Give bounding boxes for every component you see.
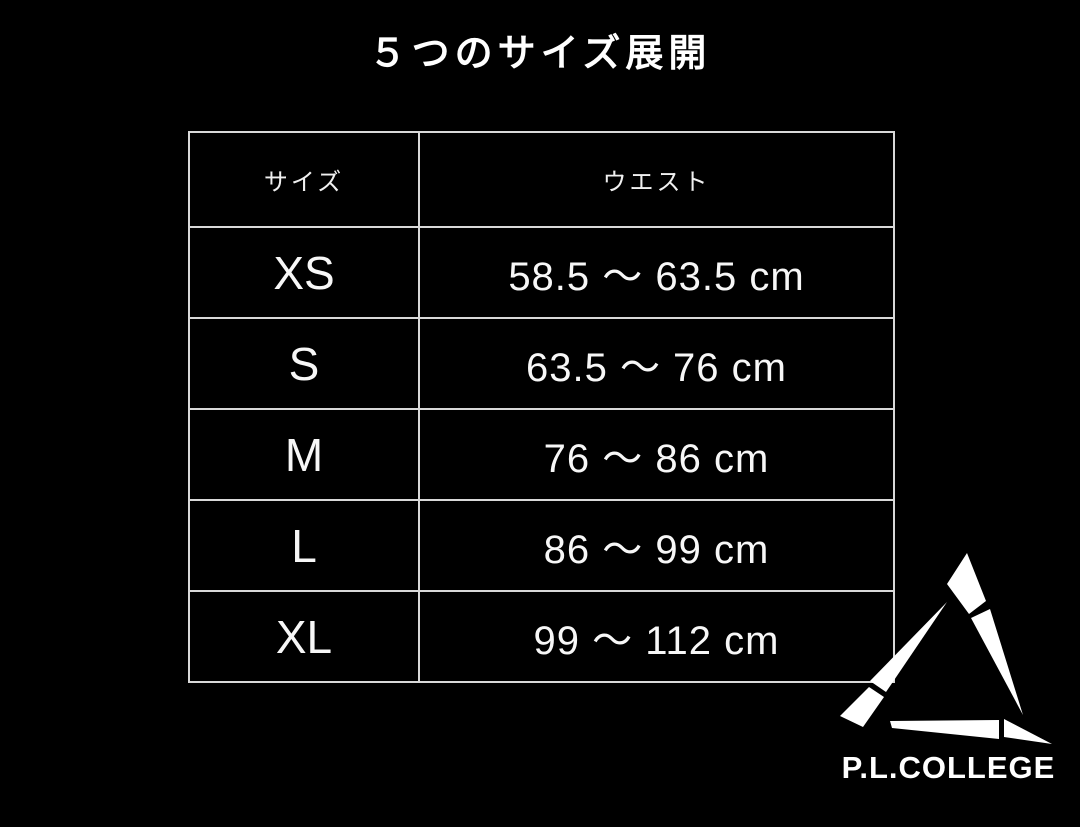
table-header-row: サイズ ウエスト xyxy=(188,131,895,228)
brand-logo-text: P.L.COLLEGE xyxy=(841,750,1056,785)
size-cell: M xyxy=(188,408,420,501)
page-title: ５つのサイズ展開 xyxy=(368,33,712,75)
waist-cell: 58.5 ～ 63.5 cm xyxy=(418,226,895,319)
table-row: XL 99 ～ 112 cm xyxy=(188,590,895,683)
table-row: M 76 ～ 86 cm xyxy=(188,408,895,501)
table-row: L 86 ～ 99 cm xyxy=(188,499,895,592)
brand-logo: P.L.COLLEGE xyxy=(833,540,1080,805)
size-cell: XL xyxy=(188,590,420,683)
size-column-header: サイズ xyxy=(188,131,420,228)
waist-cell: 76 ～ 86 cm xyxy=(418,408,895,501)
size-cell: L xyxy=(188,499,420,592)
size-cell: XS xyxy=(188,226,420,319)
size-cell: S xyxy=(188,317,420,410)
brush-triangle-logo-icon xyxy=(840,553,1052,744)
waist-column-header: ウエスト xyxy=(418,131,895,228)
waist-cell: 99 ～ 112 cm xyxy=(418,590,895,683)
size-chart-table: サイズ ウエスト XS 58.5 ～ 63.5 cm S 63.5 ～ 76 c… xyxy=(188,131,895,683)
waist-cell: 86 ～ 99 cm xyxy=(418,499,895,592)
waist-cell: 63.5 ～ 76 cm xyxy=(418,317,895,410)
table-row: S 63.5 ～ 76 cm xyxy=(188,317,895,410)
table-row: XS 58.5 ～ 63.5 cm xyxy=(188,226,895,319)
